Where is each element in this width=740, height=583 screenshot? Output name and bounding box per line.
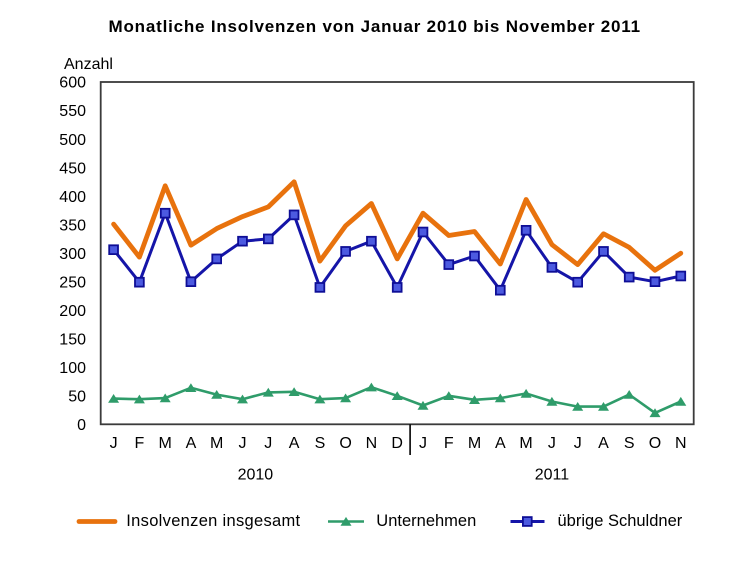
- svg-text:M: M: [210, 435, 223, 452]
- svg-text:Monatliche Insolvenzen von Jan: Monatliche Insolvenzen von Januar 2010 b…: [109, 17, 641, 36]
- svg-text:A: A: [186, 435, 197, 452]
- svg-text:350: 350: [59, 217, 86, 234]
- svg-text:M: M: [468, 435, 481, 452]
- svg-text:150: 150: [59, 331, 86, 348]
- svg-text:A: A: [598, 435, 609, 452]
- svg-text:200: 200: [59, 303, 86, 320]
- svg-text:übrige Schuldner: übrige Schuldner: [558, 512, 683, 530]
- svg-text:2011: 2011: [535, 467, 570, 484]
- svg-text:M: M: [519, 435, 532, 452]
- svg-text:Unternehmen: Unternehmen: [376, 512, 476, 530]
- svg-text:J: J: [110, 435, 118, 452]
- svg-text:N: N: [675, 435, 687, 452]
- svg-text:450: 450: [59, 160, 86, 177]
- svg-text:J: J: [574, 435, 582, 452]
- svg-text:N: N: [366, 435, 378, 452]
- svg-text:J: J: [239, 435, 247, 452]
- svg-text:300: 300: [59, 246, 86, 263]
- svg-text:600: 600: [59, 75, 86, 92]
- svg-text:2010: 2010: [238, 467, 274, 484]
- svg-text:500: 500: [59, 132, 86, 149]
- svg-text:100: 100: [59, 360, 86, 377]
- svg-text:S: S: [315, 435, 326, 452]
- svg-text:400: 400: [59, 189, 86, 206]
- svg-text:S: S: [624, 435, 635, 452]
- svg-text:J: J: [548, 435, 556, 452]
- svg-text:J: J: [264, 435, 272, 452]
- svg-text:550: 550: [59, 103, 86, 120]
- svg-text:A: A: [495, 435, 506, 452]
- svg-text:O: O: [339, 435, 351, 452]
- svg-text:M: M: [159, 435, 172, 452]
- svg-text:F: F: [135, 435, 145, 452]
- svg-text:O: O: [649, 435, 661, 452]
- svg-text:J: J: [419, 435, 427, 452]
- svg-text:A: A: [289, 435, 300, 452]
- svg-text:250: 250: [59, 274, 86, 291]
- svg-text:0: 0: [77, 417, 86, 434]
- svg-text:F: F: [444, 435, 454, 452]
- svg-text:Anzahl: Anzahl: [64, 56, 113, 73]
- svg-text:Insolvenzen insgesamt: Insolvenzen insgesamt: [126, 512, 300, 530]
- svg-text:50: 50: [68, 389, 86, 406]
- svg-text:D: D: [391, 435, 403, 452]
